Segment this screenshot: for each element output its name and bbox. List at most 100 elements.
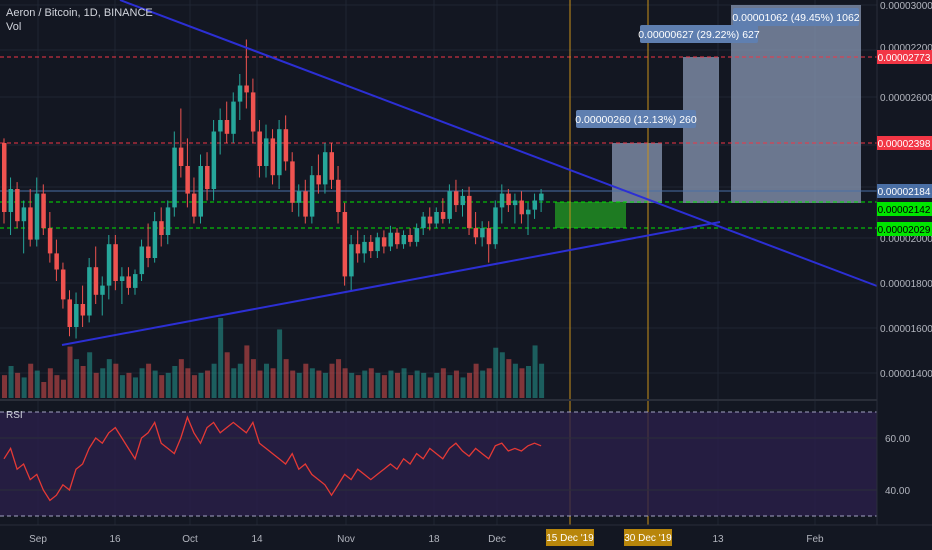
- candle-body: [133, 274, 138, 288]
- candle-body: [198, 166, 203, 217]
- volume-bar: [349, 372, 355, 398]
- candle-body: [126, 276, 131, 288]
- time-tick: Nov: [337, 534, 355, 545]
- candle-body: [119, 276, 125, 281]
- volume-bar: [434, 372, 440, 398]
- svg-text:0.00000627 (29.22%) 627: 0.00000627 (29.22%) 627: [638, 29, 760, 41]
- volume-bar: [185, 368, 191, 398]
- volume-bar: [106, 359, 112, 398]
- volume-bar: [47, 368, 53, 398]
- candle-body: [480, 228, 485, 238]
- volume-bar: [309, 368, 315, 398]
- volume-bar: [329, 363, 335, 398]
- candle-body: [2, 143, 7, 212]
- svg-text:15 Dec '19: 15 Dec '19: [546, 533, 594, 544]
- candle-body: [408, 235, 413, 242]
- candle-body: [87, 267, 92, 316]
- candle-body: [493, 207, 498, 245]
- candle-body: [329, 152, 334, 180]
- price-axis[interactable]: [877, 0, 932, 525]
- descending-trendline[interactable]: [119, 0, 878, 287]
- volume-bar: [152, 370, 158, 398]
- candle-body: [60, 269, 66, 300]
- candle-body: [80, 304, 86, 316]
- volume-bar: [21, 377, 27, 398]
- candle-body: [526, 209, 531, 215]
- price-badge-0002029[interactable]: 0.00002029: [877, 222, 932, 236]
- volume-bar: [539, 363, 545, 398]
- candle-body: [368, 241, 374, 252]
- volume-bar: [93, 372, 99, 398]
- target-box-1[interactable]: [612, 143, 662, 203]
- candle-body: [41, 193, 46, 229]
- volume-bar: [28, 363, 34, 398]
- target-box-2[interactable]: [683, 57, 719, 203]
- svg-text:0.00002184: 0.00002184: [878, 187, 931, 198]
- candle-body: [283, 129, 289, 162]
- volume-indicator-label[interactable]: Vol: [6, 21, 22, 33]
- rsi-label: RSI: [6, 410, 23, 421]
- volume-bar: [316, 370, 322, 398]
- candle-body: [106, 244, 112, 286]
- volume-bar: [172, 366, 178, 398]
- price-tick: 0.00001400: [880, 369, 932, 380]
- target-label-2[interactable]: 0.00000627 (29.22%) 627: [638, 25, 760, 43]
- candle-body: [322, 152, 328, 185]
- rsi-band: [0, 412, 877, 516]
- symbol-title[interactable]: Aeron / Bitcoin, 1D, BINANCE: [6, 7, 153, 19]
- volume-bar: [303, 363, 309, 398]
- candle-body: [159, 221, 164, 235]
- candle-body: [349, 244, 354, 277]
- volume-bar: [211, 363, 217, 398]
- candle-body: [237, 85, 243, 102]
- volume-bar: [218, 318, 224, 398]
- price-tick: 0.00003000: [880, 1, 932, 12]
- price-badge-0002142[interactable]: 0.00002142: [877, 202, 932, 216]
- volume-bar: [119, 375, 125, 398]
- volume-bar: [427, 377, 433, 398]
- svg-text:30 Dec '19: 30 Dec '19: [624, 533, 672, 544]
- price-tick: 0.00002600: [880, 93, 932, 104]
- candle-body: [375, 237, 380, 252]
- volume-bar: [414, 370, 420, 398]
- price-badge-0002773[interactable]: 0.00002773: [877, 50, 932, 64]
- volume-bar: [381, 375, 387, 398]
- time-badge-15dec[interactable]: 15 Dec '19: [546, 529, 594, 546]
- target-label-1[interactable]: 0.00000260 (12.13%) 260: [575, 110, 697, 128]
- volume-bar: [447, 375, 453, 398]
- candle-body: [15, 189, 20, 222]
- volume-bar: [257, 370, 263, 398]
- time-badge-30dec[interactable]: 30 Dec '19: [624, 529, 672, 546]
- volume-bar: [139, 368, 145, 398]
- time-tick: 16: [109, 534, 121, 545]
- candle-body: [277, 129, 282, 176]
- price-badge-last[interactable]: 0.00002184: [877, 184, 932, 198]
- candle-body: [421, 216, 426, 229]
- target-label-3[interactable]: 0.00001062 (49.45%) 1062: [732, 8, 860, 26]
- chart-legend[interactable]: Aeron / Bitcoin, 1D, BINANCE Vol: [6, 6, 153, 34]
- volume-bar: [146, 363, 152, 398]
- candle-body: [499, 193, 505, 208]
- ascending-trendline[interactable]: [61, 221, 721, 346]
- candle-body: [362, 241, 367, 254]
- volume-bar: [283, 359, 289, 398]
- candle-body: [506, 193, 511, 206]
- price-badge-0002398[interactable]: 0.00002398: [877, 136, 932, 150]
- time-axis[interactable]: [0, 525, 932, 550]
- volume-bar: [440, 368, 446, 398]
- candle-body: [165, 207, 171, 235]
- volume-bar: [67, 346, 73, 398]
- time-tick: 13: [712, 534, 724, 545]
- volume-bar: [100, 368, 106, 398]
- candle-body: [316, 175, 321, 185]
- volume-bar: [74, 359, 80, 398]
- candle-body: [512, 200, 518, 206]
- volume-bar: [34, 370, 40, 398]
- volume-bar: [375, 372, 381, 398]
- svg-text:0.00002029: 0.00002029: [878, 225, 931, 236]
- entry-zone-box[interactable]: [555, 202, 626, 228]
- candle-body: [257, 131, 262, 166]
- candle-body: [74, 304, 79, 327]
